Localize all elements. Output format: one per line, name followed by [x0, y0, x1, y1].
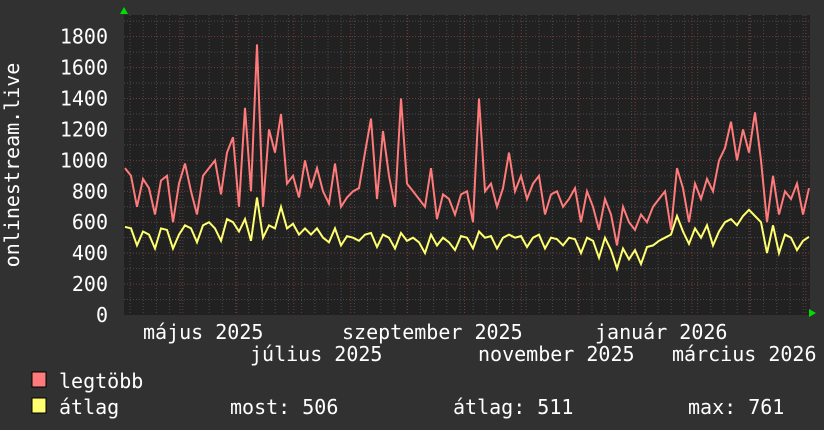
y-tick-label: 1600: [60, 56, 108, 80]
stat-max: max: 761: [688, 395, 784, 419]
y-tick-label: 1000: [60, 148, 108, 172]
series-line-atlag: [124, 197, 810, 272]
y-tick-label: 1800: [60, 25, 108, 49]
x-tick-label: szeptember 2025: [342, 320, 523, 344]
x-tick-label: július 2025: [250, 342, 382, 366]
legend: legtöbb átlag most: 506 átlag: 511 max: …: [31, 369, 784, 419]
y-axis-label: onlinestream.live: [0, 63, 24, 268]
x-tick-label: május 2025: [143, 320, 263, 344]
stat-atlag: átlag: 511: [453, 395, 573, 419]
y-tick-label: 400: [72, 241, 108, 265]
legend-swatch-atlag: [31, 397, 47, 414]
legend-label-legtobb: legtöbb: [59, 369, 143, 393]
stat-most: most: 506: [230, 395, 338, 419]
series-lines: [124, 44, 810, 272]
y-tick-label: 1200: [60, 117, 108, 141]
plot-area: [124, 15, 810, 315]
y-axis-arrow-icon: [120, 7, 128, 14]
y-tick-label: 0: [96, 303, 108, 327]
y-tick-label: 800: [72, 179, 108, 203]
y-axis-ticks: 0 200 400 600 800 1000 1200 1400 1600 1800: [60, 25, 108, 327]
x-axis-arrow-icon: [809, 309, 816, 317]
grid: [124, 15, 810, 315]
legend-swatch-legtobb: [31, 371, 47, 388]
x-tick-label: március 2026: [672, 342, 817, 366]
legend-label-atlag: átlag: [59, 395, 119, 419]
y-tick-label: 600: [72, 210, 108, 234]
x-tick-label: november 2025: [478, 342, 635, 366]
y-tick-label: 200: [72, 272, 108, 296]
series-line-legtobb: [124, 44, 810, 246]
x-tick-label: január 2026: [595, 320, 727, 344]
y-tick-label: 1400: [60, 87, 108, 111]
